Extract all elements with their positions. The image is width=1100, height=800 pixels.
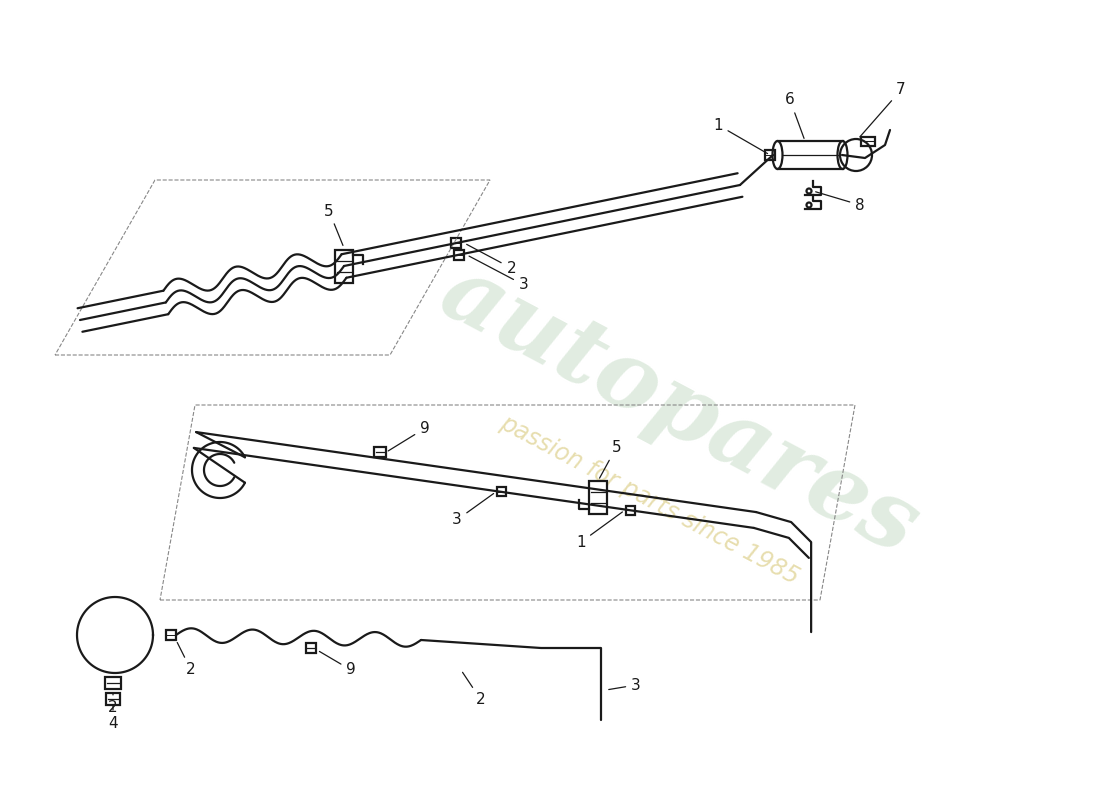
Bar: [453, 250, 463, 260]
Text: 4: 4: [108, 706, 118, 730]
Text: 2: 2: [462, 672, 486, 707]
Text: 3: 3: [469, 256, 528, 292]
Bar: [106, 693, 120, 705]
Text: 9: 9: [319, 651, 356, 678]
Bar: [861, 138, 875, 146]
Text: 2: 2: [466, 244, 516, 275]
Bar: [497, 487, 506, 497]
Text: 2: 2: [108, 694, 118, 715]
Text: passion for parts since 1985: passion for parts since 1985: [496, 410, 803, 590]
Text: 1: 1: [713, 118, 768, 154]
Bar: [104, 677, 121, 689]
Text: 5: 5: [600, 440, 621, 478]
Bar: [374, 447, 386, 458]
Text: 9: 9: [388, 421, 430, 451]
Bar: [764, 150, 776, 160]
Text: 8: 8: [816, 192, 865, 213]
Text: 5: 5: [324, 203, 343, 246]
Text: 2: 2: [177, 642, 196, 678]
Text: 3: 3: [608, 678, 641, 693]
Bar: [626, 506, 635, 515]
Text: 7: 7: [860, 82, 905, 137]
Bar: [451, 238, 461, 248]
Bar: [336, 250, 353, 282]
Text: 6: 6: [785, 93, 804, 138]
Text: 3: 3: [452, 494, 494, 527]
Text: autopares: autopares: [426, 246, 934, 574]
Bar: [306, 643, 316, 653]
Text: 1: 1: [576, 512, 623, 550]
Bar: [590, 481, 607, 514]
Bar: [166, 630, 176, 640]
